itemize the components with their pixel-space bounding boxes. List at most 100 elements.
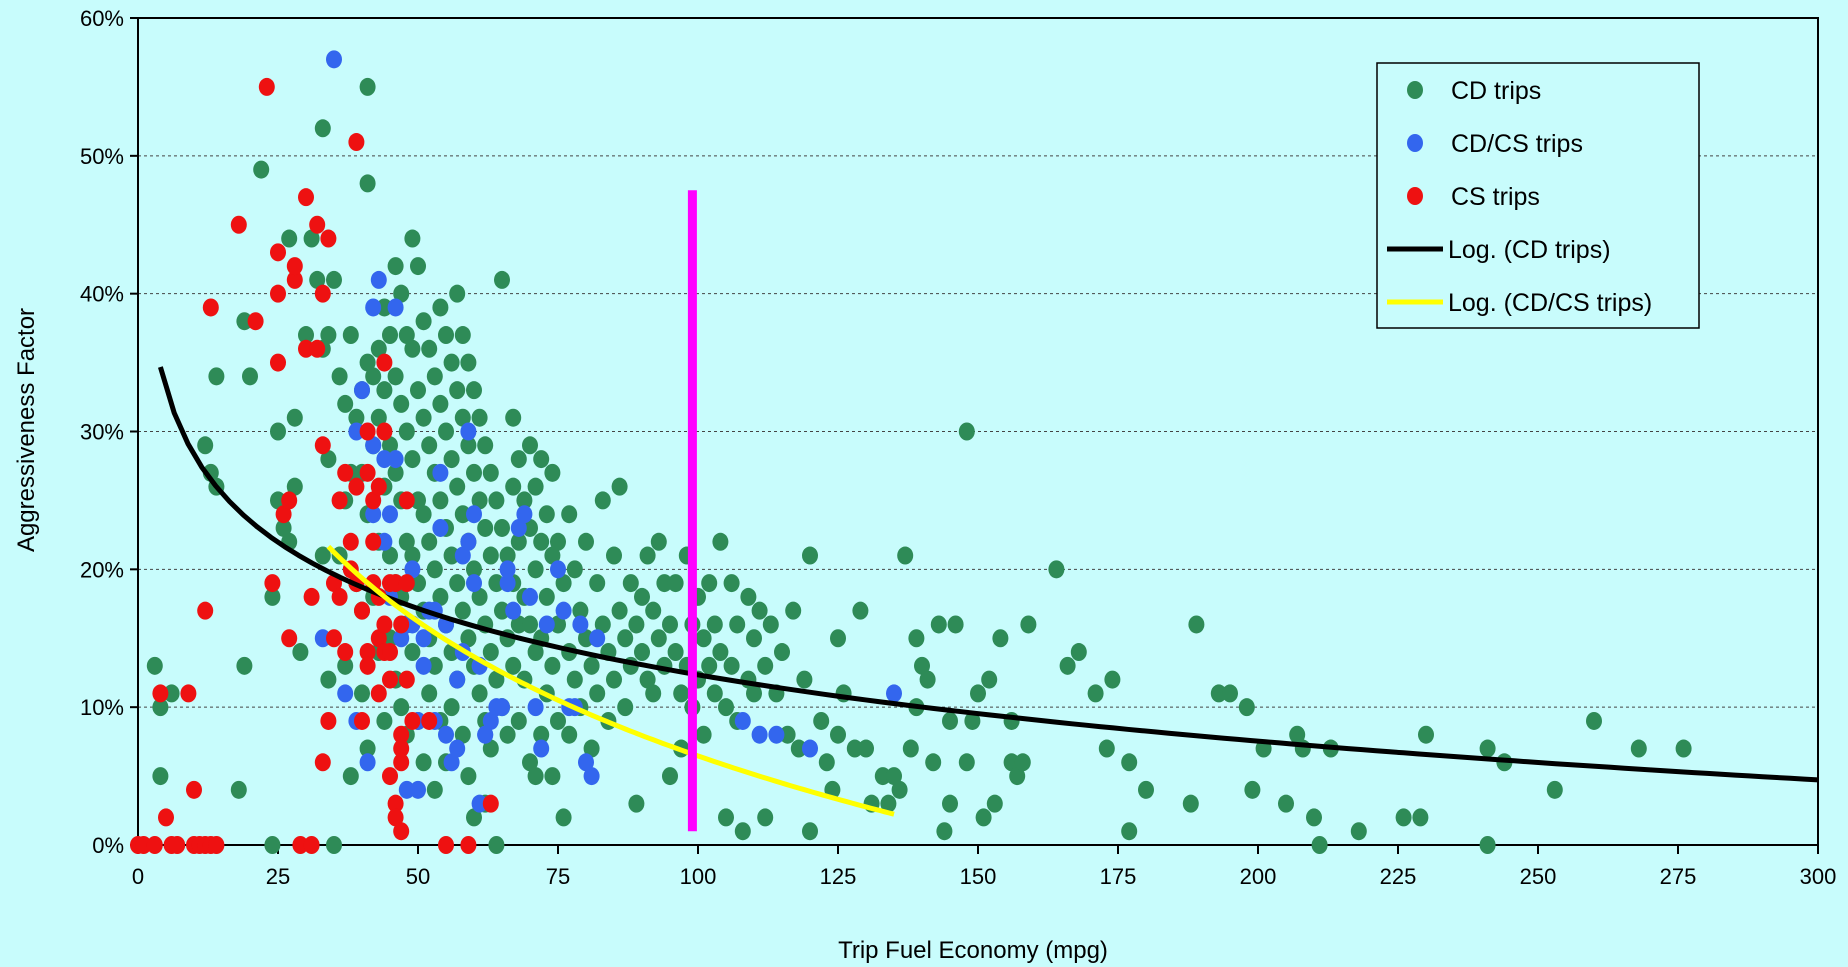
data-point [348, 477, 365, 496]
data-point [919, 670, 936, 689]
data-point [858, 739, 874, 758]
data-point [292, 836, 309, 854]
data-point [505, 408, 522, 427]
data-point [634, 643, 650, 662]
data-point [544, 767, 561, 786]
data-point [393, 284, 410, 303]
data-point [410, 780, 426, 799]
data-point [376, 381, 393, 400]
data-point [578, 753, 594, 772]
data-point [482, 643, 499, 662]
data-point [1306, 808, 1322, 827]
data-point [975, 808, 992, 827]
data-point [298, 339, 314, 358]
data-point [471, 684, 488, 703]
data-point [768, 725, 785, 744]
data-point [662, 615, 678, 634]
data-point [1289, 725, 1306, 744]
data-point [342, 326, 359, 345]
data-point [555, 601, 572, 620]
data-point [914, 656, 930, 675]
x-tick-label: 225 [1380, 864, 1417, 889]
data-point [337, 684, 354, 703]
data-point [421, 339, 438, 358]
data-point [510, 532, 527, 551]
data-point [320, 229, 337, 248]
data-point [925, 753, 942, 772]
data-point [1238, 698, 1255, 717]
data-point [348, 408, 365, 427]
data-point [1210, 684, 1227, 703]
data-point [370, 270, 387, 289]
data-point [370, 477, 387, 496]
data-point [382, 436, 398, 455]
data-point [813, 711, 830, 730]
data-point [751, 725, 768, 744]
data-point [460, 629, 477, 648]
data-point [1412, 808, 1429, 827]
data-point [354, 381, 370, 400]
data-point [230, 780, 247, 799]
data-point [443, 546, 460, 565]
data-point [410, 381, 426, 400]
data-point [762, 615, 779, 634]
data-point [729, 615, 746, 634]
data-point [426, 780, 443, 799]
data-point [566, 560, 583, 579]
data-point [337, 643, 354, 662]
data-point [398, 326, 415, 345]
data-point [393, 629, 410, 648]
data-point [354, 601, 370, 620]
data-point [292, 643, 309, 662]
data-point [382, 629, 398, 648]
data-point [449, 574, 466, 593]
legend-marker [1407, 187, 1423, 205]
data-point [387, 808, 404, 827]
x-tick-label: 125 [820, 864, 857, 889]
x-tick-label: 200 [1240, 864, 1277, 889]
x-tick-label: 300 [1800, 864, 1837, 889]
data-point [286, 257, 303, 276]
data-point [1479, 739, 1496, 758]
data-point [454, 505, 471, 524]
data-point [387, 367, 404, 386]
data-point [354, 684, 370, 703]
data-point [275, 518, 292, 537]
data-point [382, 326, 398, 345]
data-point [538, 587, 555, 606]
data-point [505, 601, 522, 620]
data-point [550, 532, 566, 551]
data-point [331, 491, 348, 510]
data-point [656, 574, 673, 593]
data-point [645, 684, 662, 703]
x-tick-label: 275 [1660, 864, 1697, 889]
data-point [533, 532, 550, 551]
x-tick-label: 150 [960, 864, 997, 889]
data-point [202, 298, 219, 317]
data-point [236, 656, 253, 675]
data-point [337, 463, 354, 482]
data-point [785, 601, 802, 620]
data-point [533, 725, 550, 744]
data-point [874, 767, 891, 786]
series-cs-trips [130, 77, 499, 854]
data-point [1003, 753, 1020, 772]
data-point [706, 684, 723, 703]
x-axis-title: Trip Fuel Economy (mpg) [838, 937, 1108, 964]
data-point [667, 574, 684, 593]
data-point [326, 270, 342, 289]
data-point [494, 518, 510, 537]
data-point [746, 684, 762, 703]
data-point [1070, 643, 1087, 662]
data-point [522, 436, 538, 455]
data-point [628, 794, 645, 813]
legend-label: CD trips [1451, 77, 1541, 105]
legend-label: CD/CS trips [1451, 130, 1583, 158]
data-point [438, 326, 454, 345]
data-point [404, 450, 421, 469]
x-tick-label: 100 [680, 864, 717, 889]
data-point [1479, 836, 1496, 854]
data-point [421, 532, 438, 551]
data-point [460, 422, 477, 441]
data-point [460, 436, 477, 455]
